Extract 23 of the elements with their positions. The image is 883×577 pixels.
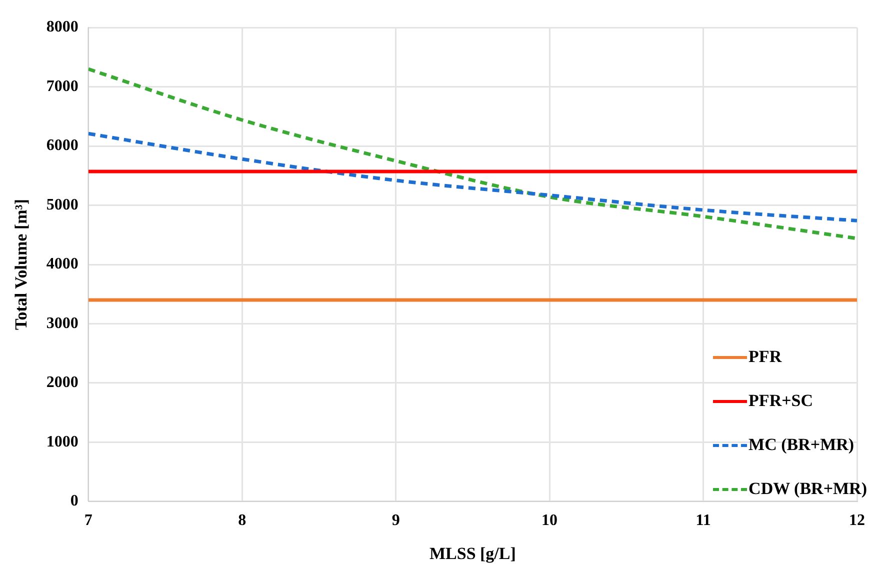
y-axis-title: Total Volume [m³] bbox=[12, 198, 31, 330]
y-tick-label: 0 bbox=[70, 492, 78, 510]
legend-label: CDW (BR+MR) bbox=[748, 479, 867, 499]
x-tick-label: 10 bbox=[542, 512, 558, 530]
x-tick-label: 8 bbox=[238, 512, 246, 530]
x-tick-label: 11 bbox=[696, 512, 711, 530]
y-tick-label: 8000 bbox=[46, 18, 78, 36]
y-tick-label: 3000 bbox=[46, 314, 78, 332]
legend-label: PFR bbox=[748, 347, 782, 367]
x-axis-title: MLSS [g/L] bbox=[429, 544, 516, 564]
y-tick-label: 5000 bbox=[46, 196, 78, 214]
y-tick-label: 1000 bbox=[46, 433, 78, 450]
line-series bbox=[88, 132, 857, 222]
x-tick-label: 7 bbox=[84, 512, 92, 530]
y-tick-label: 6000 bbox=[46, 137, 78, 154]
y-tick-label: 4000 bbox=[46, 256, 78, 273]
legend-label: PFR+SC bbox=[748, 391, 814, 411]
x-tick-label: 9 bbox=[392, 512, 400, 530]
y-tick-label: 2000 bbox=[46, 374, 78, 392]
y-tick-label: 7000 bbox=[46, 78, 78, 95]
line-series bbox=[88, 67, 857, 240]
x-tick-label: 12 bbox=[849, 512, 865, 530]
legend-label: MC (BR+MR) bbox=[748, 435, 854, 455]
